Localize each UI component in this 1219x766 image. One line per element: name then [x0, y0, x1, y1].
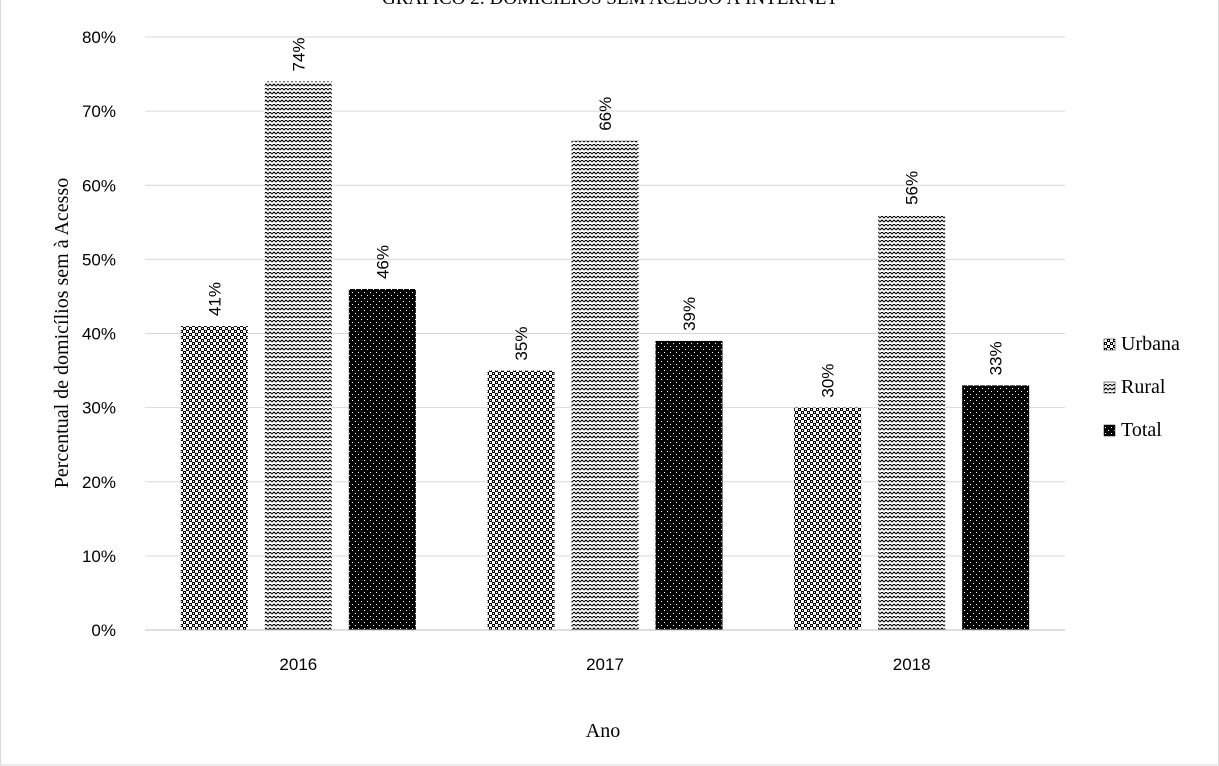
x-tick-label: 2016 — [279, 655, 317, 674]
legend-swatch-urbana — [1103, 338, 1116, 351]
x-tick-label: 2018 — [893, 655, 931, 674]
bar-total-2016 — [348, 289, 416, 630]
x-tick-label: 2017 — [586, 655, 624, 674]
y-tick-label: 10% — [82, 547, 116, 566]
y-tick-label: 70% — [82, 102, 116, 121]
data-label: 46% — [373, 245, 392, 279]
bar-total-2018 — [962, 385, 1030, 630]
bars — [180, 81, 1030, 631]
bar-total-2017 — [655, 340, 723, 630]
bar-urbana-2017 — [487, 370, 555, 630]
bar-urbana-2018 — [794, 407, 862, 630]
y-axis-title: Percentual de domicílios sem à Acesso — [51, 178, 73, 488]
x-axis-title: Ano — [586, 720, 620, 742]
bar-urbana-2016 — [180, 326, 248, 630]
bar-rural-2018 — [878, 214, 946, 630]
bar-rural-2017 — [571, 140, 639, 630]
y-tick-label: 40% — [82, 325, 116, 344]
legend-label-urbana: Urbana — [1121, 333, 1180, 355]
chart-title: GRÁFICO 2: DOMICÍLIOS SEM ACESSO À INTER… — [382, 0, 838, 9]
y-tick-label: 30% — [82, 399, 116, 418]
y-tick-label: 60% — [82, 176, 116, 195]
data-label: 74% — [289, 37, 308, 71]
data-label: 66% — [596, 97, 615, 131]
legend-swatch-rural — [1103, 381, 1116, 394]
data-label: 39% — [680, 297, 699, 331]
legend-label-total: Total — [1121, 419, 1162, 441]
y-tick-label: 0% — [91, 621, 116, 640]
data-label: 56% — [903, 171, 922, 205]
legend-label-rural: Rural — [1121, 376, 1166, 398]
y-tick-label: 20% — [82, 473, 116, 492]
legend: Urbana Rural Total — [1103, 333, 1180, 441]
data-label: 35% — [512, 327, 531, 361]
legend-swatch-total — [1103, 424, 1116, 437]
data-label: 30% — [819, 364, 838, 398]
y-axis-ticks: 0% 10% 20% 30% 40% 50% 60% 70% 80% — [82, 28, 116, 640]
y-tick-label: 80% — [82, 28, 116, 47]
y-tick-label: 50% — [82, 250, 116, 269]
data-labels: 41% 74% 46% 35% 66% 39% 30% 56% 33% — [205, 37, 1005, 397]
bar-rural-2016 — [264, 81, 332, 631]
data-label: 33% — [987, 341, 1006, 375]
x-axis-ticks: 2016 2017 2018 — [279, 655, 930, 674]
data-label: 41% — [205, 282, 224, 316]
